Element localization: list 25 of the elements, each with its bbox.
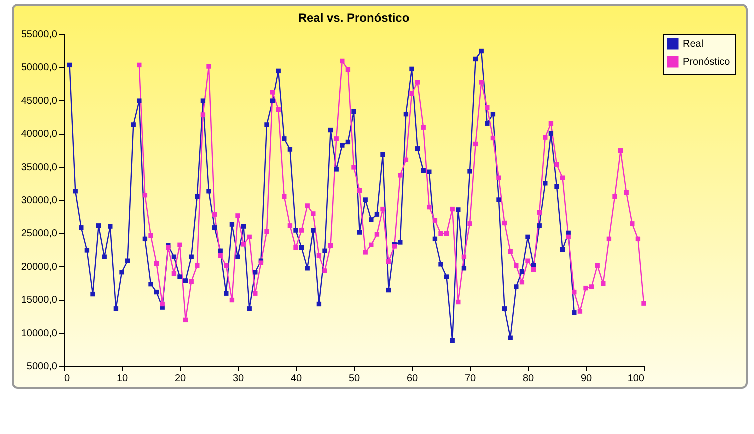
- x-tick-label: 20: [174, 374, 186, 384]
- y-tick-label: 25000,0: [21, 228, 58, 240]
- x-tick-label: 0: [64, 374, 70, 384]
- x-tick-label: 90: [580, 374, 592, 384]
- y-tick-label: 10000,0: [21, 328, 58, 340]
- x-tick-label: 50: [348, 374, 360, 384]
- y-tick-label: 35000,0: [21, 162, 58, 174]
- y-tick-label: 50000,0: [21, 62, 58, 74]
- legend-label: Real: [683, 39, 704, 50]
- x-tick-label: 10: [116, 374, 128, 384]
- x-tick-label: 70: [464, 374, 476, 384]
- y-tick-label: 45000,0: [21, 96, 58, 107]
- x-tick-label: 30: [232, 374, 244, 384]
- x-tick-label: 40: [290, 374, 302, 384]
- y-tick-label: 15000,0: [21, 295, 58, 306]
- y-tick-label: 30000,0: [21, 196, 58, 206]
- x-tick-label: 100: [628, 374, 645, 384]
- chart-title: Real vs. Pronóstico: [298, 11, 410, 25]
- x-tick-label: 60: [406, 374, 418, 384]
- y-tick-label: 55000,0: [21, 30, 58, 40]
- legend-label: Pronóstico: [683, 57, 731, 68]
- y-tick-label: 40000,0: [21, 129, 58, 140]
- y-tick-label: 20000,0: [21, 262, 58, 273]
- y-tick-label: 5000,0: [26, 362, 58, 372]
- x-tick-label: 80: [522, 374, 534, 384]
